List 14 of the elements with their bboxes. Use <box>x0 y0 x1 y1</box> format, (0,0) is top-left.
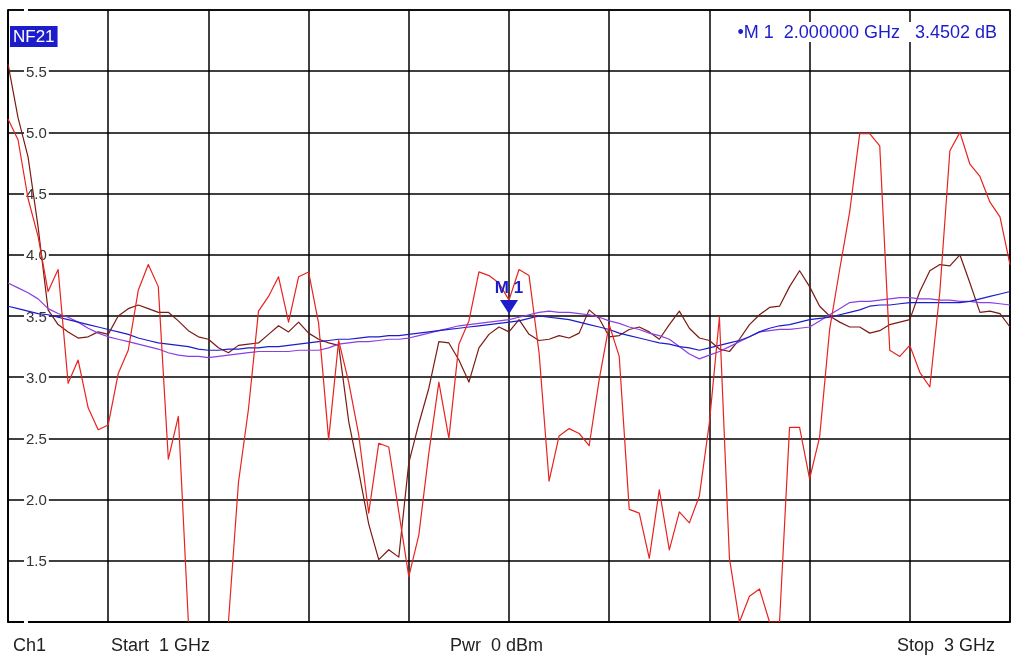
annotation: •M 1 2.000000 GHz 3.4502 dB <box>737 22 998 42</box>
y-tick-label: 5.0 <box>26 123 47 141</box>
y-tick-label: 5.5 <box>26 62 47 80</box>
y-tick-label: 3.0 <box>26 368 47 386</box>
y-tick-label: 1.5 <box>26 552 47 570</box>
y-tick-label: 2.5 <box>26 429 47 447</box>
text: Start 1 GHz <box>111 635 211 655</box>
y-tick-label: 3.5 <box>26 307 47 325</box>
line-series <box>7 282 1011 360</box>
text: Ch1 <box>13 635 47 655</box>
text: Stop 3 GHz <box>896 635 995 655</box>
text: NF21 <box>13 27 55 46</box>
text: Pwr 0 dBm <box>450 635 544 655</box>
y-tick-label: 2.0 <box>26 491 47 509</box>
